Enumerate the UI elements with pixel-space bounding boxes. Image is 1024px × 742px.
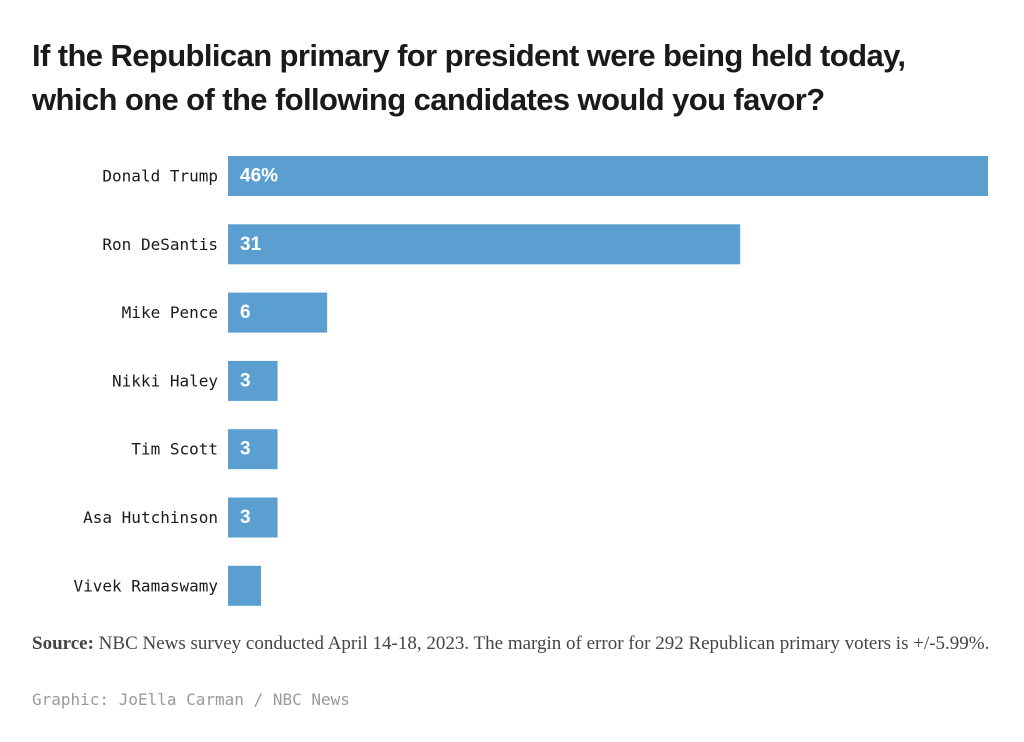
value-label-donald-trump: 46%	[240, 166, 278, 187]
category-label-ron-desantis: Ron DeSantis	[102, 235, 218, 254]
category-label-asa-hutchinson: Asa Hutchinson	[83, 508, 218, 527]
value-label-asa-hutchinson: 3	[240, 507, 251, 528]
value-label-nikki-haley: 3	[240, 370, 251, 391]
value-label-mike-pence: 6	[240, 302, 251, 323]
bar-nikki-haley	[228, 360, 278, 401]
category-label-vivek-ramaswamy: Vivek Ramaswamy	[74, 576, 219, 595]
category-label-tim-scott: Tim Scott	[131, 440, 218, 459]
source-label: Source:	[32, 633, 94, 654]
chart-title: If the Republican primary for president …	[32, 38, 906, 117]
source-note: Source: NBC News survey conducted April …	[32, 632, 997, 656]
bar-donald-trump	[228, 156, 988, 196]
value-label-ron-desantis: 31	[240, 234, 262, 255]
graphic-credit: Graphic: JoElla Carman / NBC News	[32, 690, 350, 709]
value-label-tim-scott: 3	[240, 439, 251, 460]
category-label-nikki-haley: Nikki Haley	[112, 371, 218, 390]
bar-ron-desantis	[228, 224, 741, 265]
bar-asa-hutchinson	[228, 497, 278, 538]
source-text: NBC News survey conducted April 14-18, 2…	[93, 633, 990, 654]
bar-vivek-ramaswamy	[228, 565, 262, 606]
category-label-donald-trump: Donald Trump	[102, 167, 218, 186]
bar-tim-scott	[228, 429, 278, 470]
category-label-mike-pence: Mike Pence	[122, 303, 218, 322]
bar-mike-pence	[228, 292, 328, 333]
